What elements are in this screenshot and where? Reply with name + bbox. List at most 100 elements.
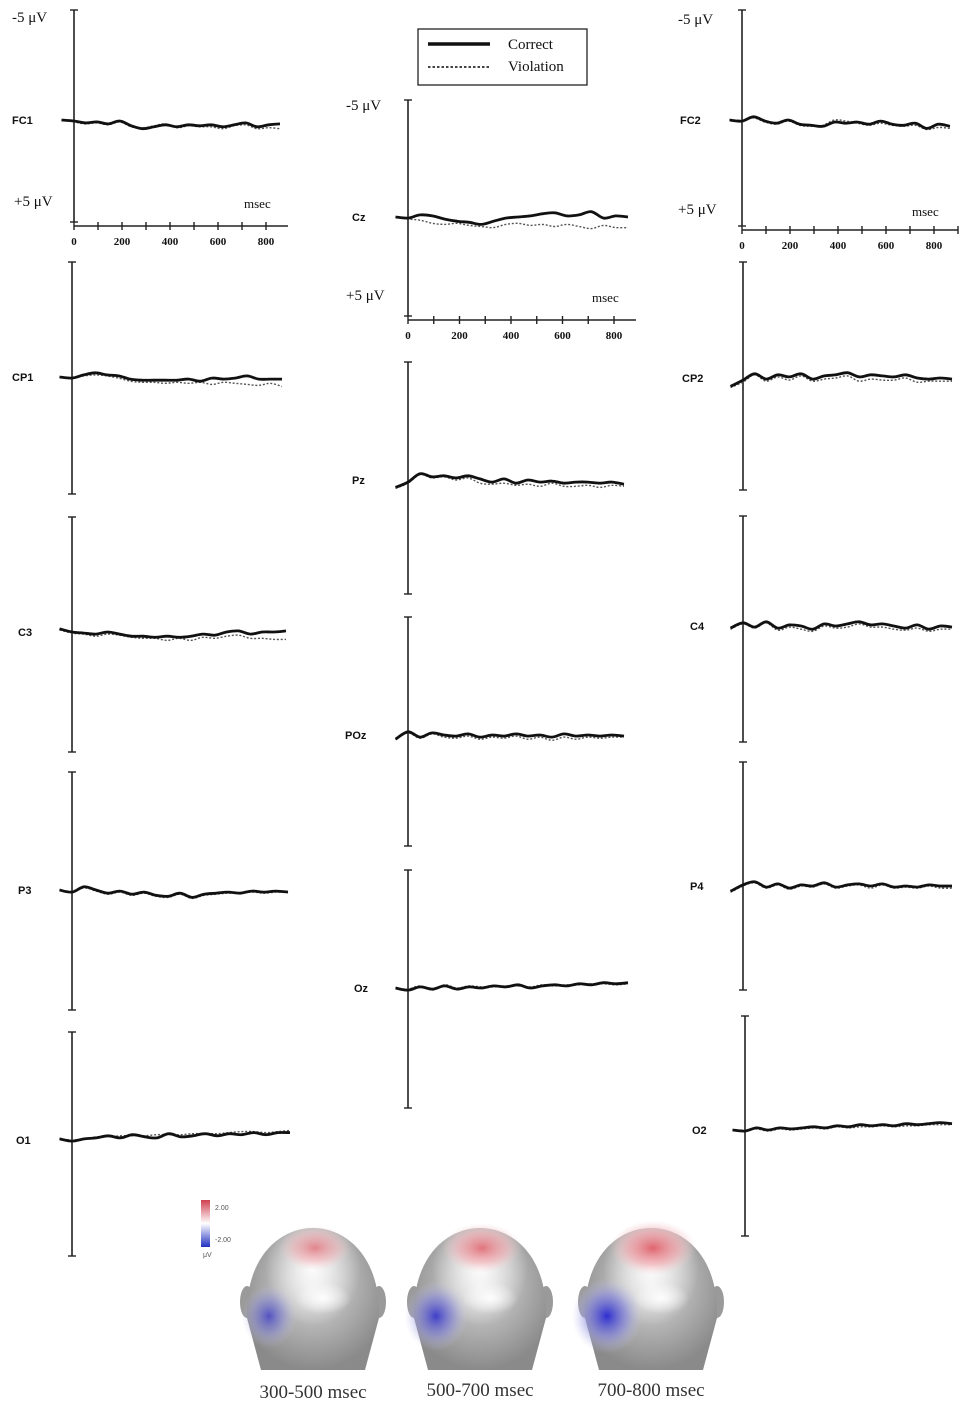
panel-cz-tick-label-200: 200 (451, 330, 468, 342)
panel-cp2-label: CP2 (682, 373, 703, 385)
panel-fc1-correct-line (61, 118, 281, 131)
panel-o1: O1 (16, 1031, 291, 1257)
legend-correct-label: Correct (508, 37, 554, 53)
panel-fc1-tick-label-0: 0 (71, 236, 77, 248)
panel-cp2-correct-line (729, 371, 953, 388)
panel-fc1-violation-line (61, 119, 281, 130)
panel-cp1-violation-line (59, 374, 283, 388)
topomap-caption-1: 300-500 msec (259, 1382, 366, 1403)
panel-o2-correct-line (732, 1121, 953, 1133)
topomap-2-white-band (462, 1282, 518, 1314)
panel-cz-violation-line (395, 216, 629, 230)
panel-fc2-tick-label-0: 0 (739, 240, 745, 252)
topomap-3-positive-region (609, 1220, 697, 1276)
panel-o1-correct-line (59, 1131, 291, 1143)
topomap-3-negative-region (571, 1278, 643, 1354)
topomap-1-negative-region (241, 1284, 297, 1348)
panel-fc2-tick-label-600: 600 (878, 240, 895, 252)
panel-c4-label: C4 (690, 621, 705, 633)
panel-c3: C3 (18, 516, 287, 753)
panel-cp1-label: CP1 (12, 372, 33, 384)
panel-fc1-tick-label-400: 400 (162, 236, 179, 248)
panel-p4: P4 (690, 761, 953, 991)
panel-fc2-pos-unit: +5 μV (678, 202, 717, 218)
panel-p3-correct-line (59, 885, 289, 899)
topomap-2 (404, 1210, 553, 1370)
legend-violation-label: Violation (508, 59, 564, 75)
legend-box (417, 28, 588, 86)
panel-fc1-label: FC1 (12, 115, 33, 127)
panel-fc1-neg-unit: -5 μV (12, 10, 47, 26)
panel-p3-label: P3 (18, 885, 31, 897)
panel-o1-label: O1 (16, 1135, 31, 1147)
panel-fc1: FC1 -5 μV +5 μV msec 0 200 400 600 800 (12, 9, 288, 248)
panel-fc2-violation-line (729, 117, 951, 131)
panel-poz-correct-line (394, 730, 625, 741)
panel-fc2-tick-label-400: 400 (830, 240, 847, 252)
panel-fc2: FC2 -5 μV +5 μV msec 0 200 400 600 800 (678, 9, 959, 252)
topomap-3-white-band (633, 1282, 689, 1314)
panel-fc1-pos-unit: +5 μV (14, 194, 53, 210)
panel-fc1-tick-label-600: 600 (210, 236, 227, 248)
panel-cz-tick-label-0: 0 (405, 330, 411, 342)
panel-fc2-tick-label-200: 200 (782, 240, 799, 252)
topomap-1-positive-region (278, 1225, 352, 1271)
colorbar: 2.00 -2.00 μV (201, 1200, 231, 1259)
panel-poz-label: POz (345, 730, 367, 742)
topomap-caption-2: 500-700 msec (426, 1380, 533, 1401)
panel-p4-label: P4 (690, 881, 704, 893)
colorbar-gradient (201, 1200, 210, 1247)
panel-cz-neg-unit: -5 μV (346, 98, 381, 114)
panel-cz-time-unit: msec (592, 290, 619, 305)
panel-pz-label: Pz (352, 475, 365, 487)
panel-fc2-label: FC2 (680, 115, 701, 127)
panel-c3-violation-line (59, 629, 287, 642)
panel-cz-tick-label-400: 400 (503, 330, 520, 342)
colorbar-max-label: 2.00 (215, 1205, 229, 1212)
panel-oz: Oz (354, 869, 629, 1109)
panel-o2-label: O2 (692, 1125, 707, 1137)
panel-fc2-tick-label-800: 800 (926, 240, 943, 252)
panel-c3-correct-line (59, 627, 287, 639)
panel-fc1-tick-label-200: 200 (114, 236, 131, 248)
topomap-1-white-band (295, 1282, 351, 1314)
panel-cp1: CP1 (12, 261, 283, 495)
panel-c4-violation-line (730, 622, 953, 633)
panel-poz: POz (345, 616, 625, 847)
panel-p4-correct-line (729, 880, 953, 893)
panel-cp2: CP2 (682, 261, 953, 491)
panel-c3-label: C3 (18, 627, 32, 639)
colorbar-unit-label: μV (203, 1252, 212, 1259)
panel-fc2-neg-unit: -5 μV (678, 12, 713, 28)
panel-fc1-tick-label-800: 800 (258, 236, 275, 248)
panel-poz-violation-line (395, 732, 625, 742)
panel-cz-pos-unit: +5 μV (346, 288, 385, 304)
panel-cz-tick-label-600: 600 (554, 330, 571, 342)
panel-fc1-time-unit: msec (244, 196, 271, 211)
panel-p3: P3 (18, 771, 289, 1011)
erp-panels: FC1 -5 μV +5 μV msec 0 200 400 600 800 Cz -5 μV +5 … (12, 9, 959, 1257)
panel-cp2-violation-line (730, 374, 952, 389)
topomap-2-positive-region (442, 1223, 522, 1273)
panel-cp1-correct-line (59, 371, 282, 383)
panel-cz: Cz -5 μV +5 μV msec 0 200 400 600 800 (346, 98, 636, 342)
panel-cz-correct-line (395, 210, 629, 226)
topomap-caption-3: 700-800 msec (597, 1380, 704, 1401)
topomap-3 (571, 1210, 724, 1370)
panel-pz-correct-line (394, 472, 625, 489)
topographic-maps: 2.00 -2.00 μV 300-500 msec 500-700 msec … (201, 1200, 724, 1403)
panel-pz: Pz (352, 361, 625, 595)
panel-cz-label: Cz (352, 212, 366, 224)
colorbar-min-label: -2.00 (215, 1237, 231, 1244)
legend: Correct Violation (417, 28, 588, 86)
panel-fc2-time-unit: msec (912, 204, 939, 219)
panel-c4: C4 (690, 515, 953, 743)
topomap-1 (240, 1210, 386, 1370)
panel-c4-correct-line (729, 620, 953, 631)
panel-cz-tick-label-800: 800 (606, 330, 623, 342)
panel-oz-correct-line (395, 981, 629, 992)
topomap-2-negative-region (404, 1281, 468, 1351)
panel-o2: O2 (692, 1015, 953, 1237)
panel-oz-label: Oz (354, 983, 369, 995)
